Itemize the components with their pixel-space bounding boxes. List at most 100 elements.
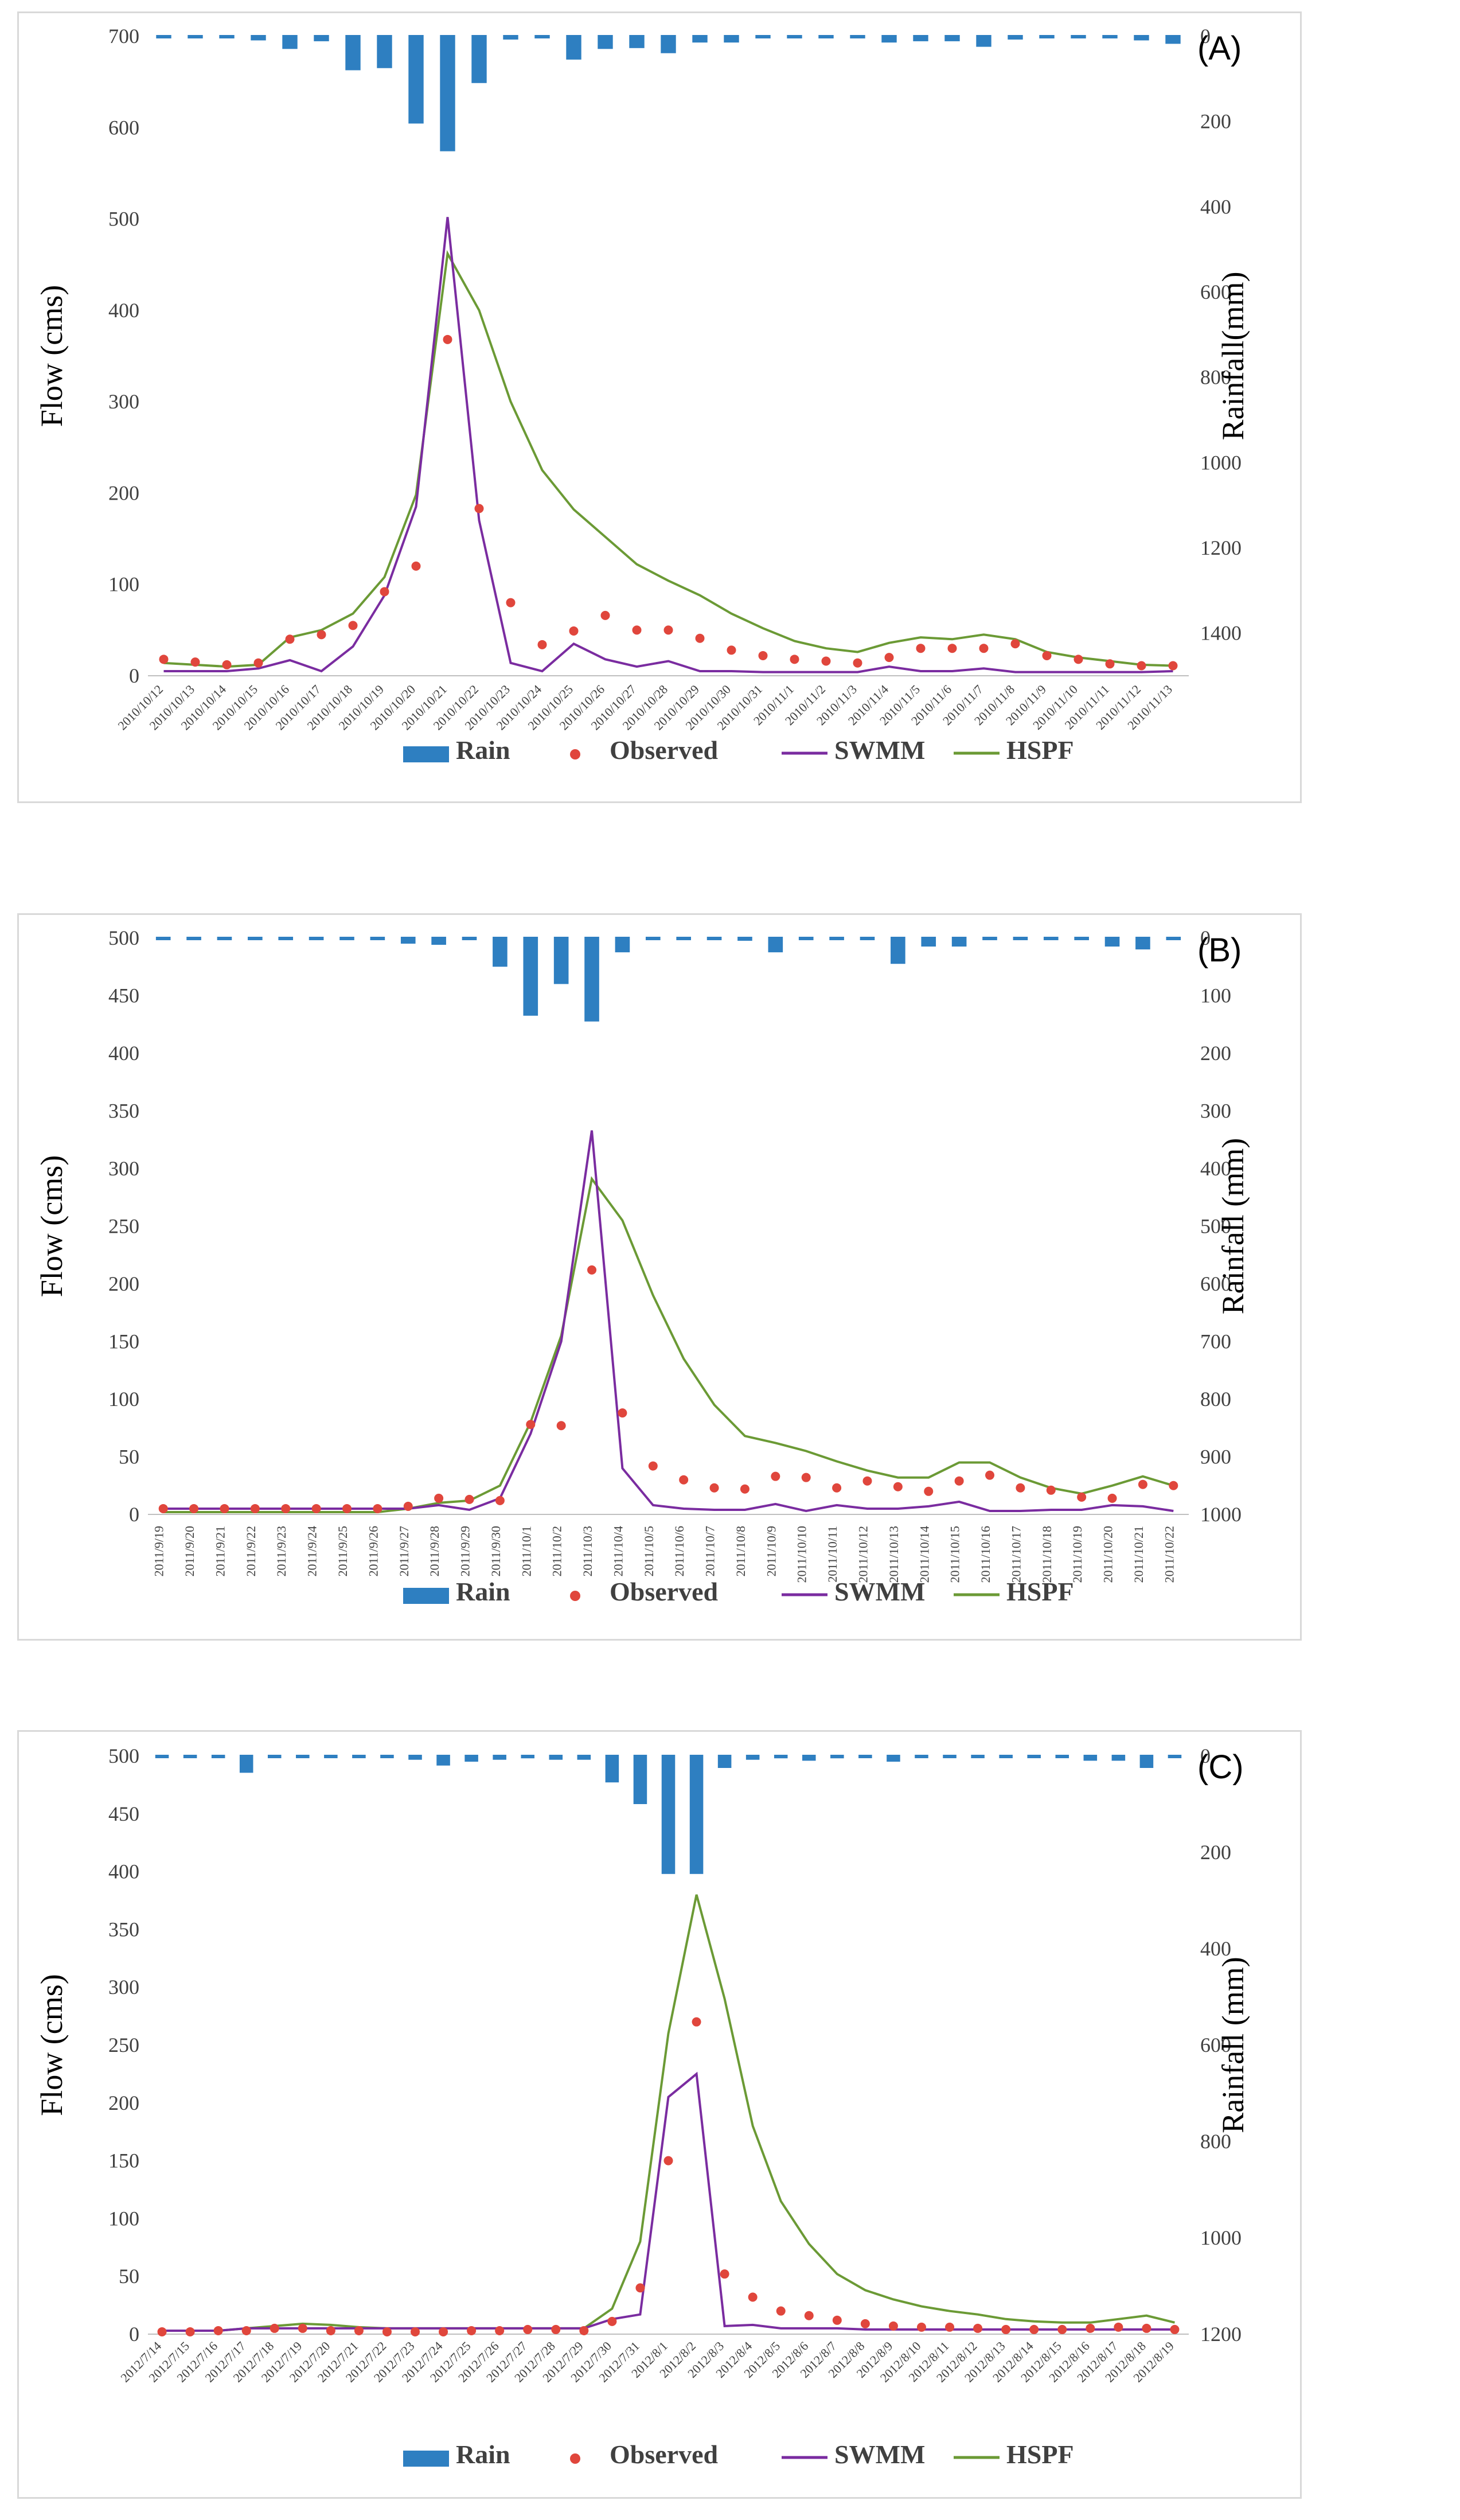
y-left-tick-label: 350: [108, 1100, 139, 1123]
rain-bar: [431, 937, 446, 945]
rain-bar: [1039, 35, 1055, 38]
panel-label-b: (B): [1197, 932, 1242, 969]
rain-bar: [440, 35, 455, 151]
legend-rain-label: Rain: [456, 735, 510, 765]
observed-point: [1046, 1485, 1056, 1495]
observed-point: [1077, 1492, 1087, 1502]
observed-point: [1042, 651, 1052, 660]
y-axis-right-label: Rainfall (mm): [1216, 1138, 1250, 1314]
rain-bar: [737, 937, 752, 941]
chart-a: 0 100 200 300 400 500 600 700 0 200 400 600 800 1000 1…: [34, 25, 1250, 765]
rain-bar: [370, 937, 385, 940]
rain-bar: [1102, 35, 1118, 38]
y-left-tick-label: 50: [119, 2265, 139, 2288]
legend-observed-swatch: [570, 1591, 580, 1601]
rain-bar: [408, 35, 424, 124]
rain-bar: [493, 1755, 506, 1760]
y-left-tick-label: 300: [108, 390, 139, 413]
y-right-tick-label: 600: [1200, 281, 1231, 303]
rain-bar: [829, 937, 844, 940]
observed-point: [600, 610, 610, 620]
legend-observed-swatch: [570, 749, 580, 759]
rain-bar: [1071, 35, 1086, 38]
y-left-tick-label: 150: [108, 1330, 139, 1353]
observed-point: [411, 561, 421, 571]
y-left-tick-label: 350: [108, 1918, 139, 1941]
x-tick-label: 2011/10/2: [550, 1526, 564, 1576]
legend: Rain Observed SWMM HSPF: [403, 2440, 1074, 2469]
rain-bar: [1074, 937, 1089, 940]
rain-bar: [717, 1755, 732, 1768]
rain-bar: [1043, 937, 1059, 940]
observed-point: [250, 1504, 260, 1513]
observed-point: [439, 2327, 448, 2336]
y-right-tick-label: 800: [1200, 1388, 1231, 1411]
y-left-tick-label: 700: [108, 25, 139, 48]
observed-point: [663, 625, 673, 635]
rain-bar: [633, 1755, 647, 1804]
rain-bar: [1013, 937, 1028, 940]
observed-point: [924, 1486, 934, 1496]
rain-bar: [155, 1755, 169, 1758]
y-axis-left-label: Flow (cms): [34, 1974, 69, 2116]
observed-point: [954, 1476, 964, 1486]
y-left-tick-label: 600: [108, 116, 139, 139]
hspf-series-line: [162, 1894, 1175, 2332]
legend-observed-swatch: [570, 2453, 580, 2464]
y-right-tick-label: 200: [1200, 1042, 1231, 1065]
observed-point: [189, 1504, 199, 1513]
y-right-tick-label: 700: [1200, 1330, 1231, 1353]
observed-point: [382, 2327, 392, 2336]
observed-point: [947, 644, 957, 653]
observed-point: [945, 2322, 955, 2332]
observed-point: [973, 2323, 983, 2333]
observed-point: [1142, 2323, 1151, 2333]
rain-bar: [689, 1755, 704, 1874]
legend-rain-swatch: [403, 2451, 449, 2467]
x-tick-label: 2011/9/24: [305, 1526, 319, 1576]
y-right-tick-label: 600: [1200, 2034, 1231, 2056]
legend-observed-label: Observed: [610, 1577, 719, 1606]
rain-bar: [891, 937, 905, 964]
rain-bar: [380, 1755, 394, 1758]
observed-point: [1138, 1479, 1147, 1489]
legend-hspf-label: HSPF: [1006, 735, 1074, 765]
observed-point: [1057, 2324, 1067, 2334]
observed-point: [648, 1461, 658, 1471]
observed-point: [281, 1504, 291, 1513]
x-tick-label: 2011/10/5: [642, 1526, 656, 1576]
x-tick-label: 2011/9/27: [397, 1526, 411, 1576]
rain-bar: [887, 1755, 900, 1762]
x-tick-label: 2011/10/14: [917, 1526, 931, 1583]
observed-point: [1137, 661, 1146, 671]
y-left-tick-label: 450: [108, 984, 139, 1007]
rain-bar: [915, 1755, 928, 1758]
chart-panel-a: 0 100 200 300 400 500 600 700 0 200 400 600 800 1000 1…: [17, 11, 1302, 803]
rain-bar: [503, 35, 518, 40]
y-left-tick-label: 150: [108, 2149, 139, 2172]
rain-bar: [217, 937, 232, 940]
x-tick-label: 2011/10/16: [978, 1526, 993, 1583]
observed-point: [434, 1493, 444, 1503]
rain-bar: [645, 937, 661, 940]
observed-point: [495, 2326, 505, 2335]
observed-point: [579, 2326, 589, 2335]
rain-bar: [553, 937, 569, 984]
y-left-tick-label: 450: [108, 1802, 139, 1825]
observed-point: [220, 1504, 229, 1513]
rain-bar: [1104, 937, 1120, 947]
rain-bar: [598, 35, 613, 49]
x-tick-label: 2011/10/3: [580, 1526, 595, 1576]
rain-bar: [706, 937, 722, 940]
rain-bar: [860, 937, 875, 940]
legend: Rain Observed SWMM HSPF: [403, 1577, 1074, 1606]
x-tick-label: 2011/10/15: [948, 1526, 962, 1583]
x-tick-label: 2011/10/8: [733, 1526, 748, 1576]
rain-bar: [462, 937, 477, 940]
rain-bar: [787, 35, 802, 38]
observed-point: [893, 1482, 903, 1491]
rain-bar: [400, 937, 416, 944]
legend-rain-label: Rain: [456, 2440, 510, 2469]
x-tick-label: 2011/10/9: [764, 1526, 778, 1576]
y-right-tick-label: 1000: [1200, 451, 1242, 474]
